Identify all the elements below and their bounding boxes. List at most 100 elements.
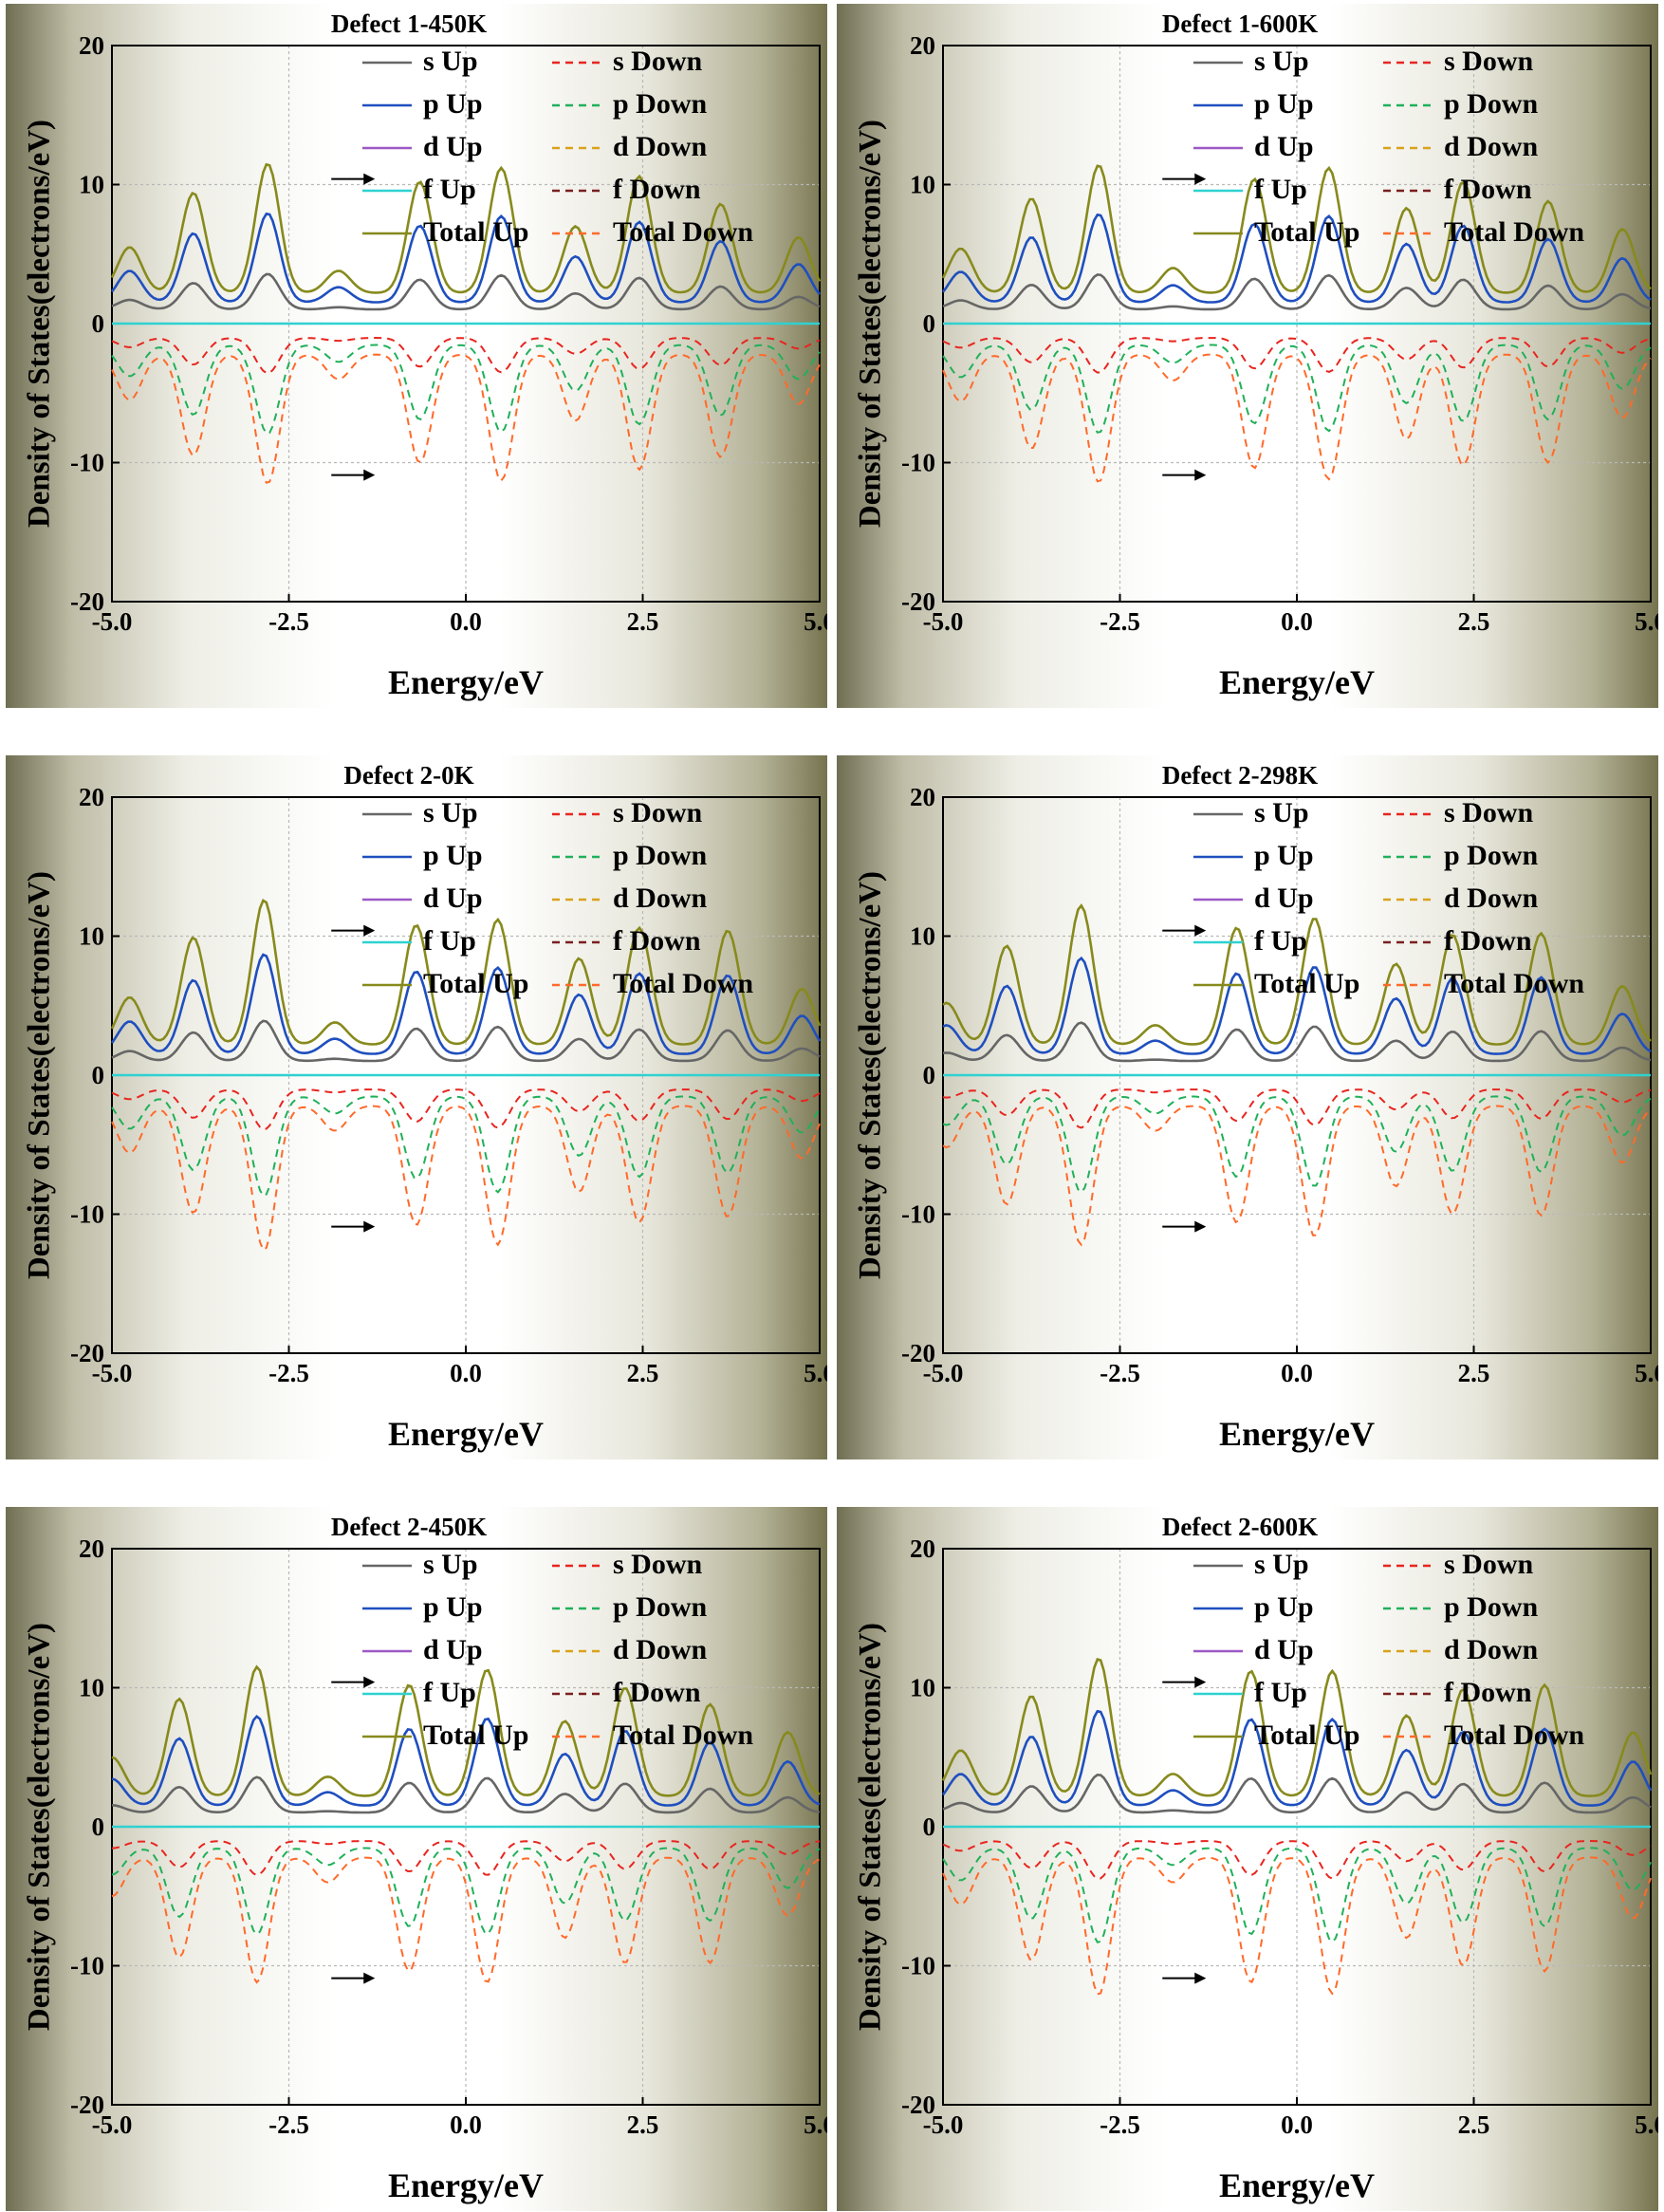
x-tick-label: 2.5	[627, 607, 659, 636]
dos-panel: -5.0 -2.5 0.0 2.5 5.0 20 10 0 -10 -20 s Up s Down p …	[837, 1507, 1658, 2211]
legend-label: f Down	[613, 174, 701, 205]
legend-label: d Up	[423, 1634, 483, 1665]
legend-entry: f Up	[362, 925, 476, 957]
y-tick-label: -10	[901, 1200, 935, 1229]
legend-label: d Down	[1444, 1634, 1539, 1665]
legend-label: Total Down	[1444, 216, 1584, 248]
legend-entry: s Up	[1193, 797, 1309, 828]
series-total-up	[110, 162, 822, 294]
series-p-down	[942, 1847, 1652, 1943]
x-tick-label: 0.0	[450, 1359, 482, 1387]
legend-label: p Up	[423, 1591, 483, 1623]
legend-entry: f Up	[362, 174, 476, 205]
panel-title: Defect 1-450K	[330, 9, 488, 38]
legend-label: p Up	[1254, 88, 1314, 120]
x-tick-label: 2.5	[1458, 607, 1490, 636]
panel-background	[837, 4, 1658, 708]
series-total-down	[942, 1856, 1652, 1996]
legend-entry: d Down	[1383, 131, 1539, 162]
y-tick-label: 0	[923, 1061, 936, 1089]
x-axis-label: Energy/eV	[388, 663, 544, 701]
legend-label: f Down	[1444, 174, 1532, 205]
legend-entry: Total Down	[1383, 1719, 1584, 1751]
series-p-up	[110, 212, 822, 304]
series-s-up	[111, 1019, 821, 1063]
series-s-down	[111, 1088, 821, 1131]
x-tick-label: 5.0	[804, 1359, 827, 1387]
dos-panel: -5.0 -2.5 0.0 2.5 5.0 20 10 0 -10 -20 s Up s Down p …	[837, 755, 1658, 1459]
legend-label: p Down	[1444, 840, 1539, 871]
legend-label: Total Up	[1254, 968, 1359, 999]
legend-label: p Up	[1254, 1591, 1314, 1623]
legend-label: Total Up	[423, 968, 528, 999]
legend-entry: f Up	[1193, 174, 1307, 205]
series-total-up	[942, 902, 1652, 1046]
legend-label: p Up	[423, 88, 483, 120]
legend-label: s Up	[1254, 1549, 1309, 1580]
legend-entry: f Down	[552, 925, 701, 957]
series-p-up	[111, 1715, 821, 1807]
dos-panel: -5.0 -2.5 0.0 2.5 5.0 20 10 0 -10 -20 s Up s Down p …	[837, 4, 1658, 708]
y-tick-label: -10	[70, 1200, 104, 1229]
series-s-down	[942, 1088, 1652, 1129]
legend-entry: f Down	[1383, 1677, 1532, 1708]
legend-label: s Down	[613, 46, 703, 77]
legend-entry: d Down	[552, 1634, 708, 1665]
x-tick-label: 0.0	[1281, 2110, 1313, 2139]
legend-entry: d Up	[362, 883, 483, 914]
x-tick-label: -5.0	[92, 607, 133, 636]
series-s-down	[111, 1840, 821, 1876]
dos-plot: -5.0 -2.5 0.0 2.5 5.0 20 10 0 -10 -20 s Up s Down p …	[70, 783, 827, 1387]
panel-title: Defect 2-298K	[1161, 761, 1319, 790]
legend-entry: d Down	[552, 883, 708, 914]
dos-plot: -5.0 -2.5 0.0 2.5 5.0 20 10 0 -10 -20 s Up s Down p …	[901, 31, 1658, 636]
legend-entry: s Down	[552, 1549, 703, 1580]
y-tick-label: -10	[901, 449, 935, 477]
y-tick-label: -20	[901, 1339, 935, 1367]
panel-title: Defect 2-0K	[343, 761, 474, 790]
dos-plot: -5.0 -2.5 0.0 2.5 5.0 20 10 0 -10 -20 s Up s Down p …	[70, 31, 827, 636]
y-axis-label: Density of States(electrons/eV)	[853, 870, 888, 1280]
legend-entry: f Down	[1383, 925, 1532, 957]
x-tick-label: 0.0	[1281, 607, 1313, 636]
panel-title: Defect 2-600K	[1161, 1513, 1319, 1541]
legend-entry: Total Up	[362, 216, 528, 248]
legend-entry: p Down	[552, 88, 708, 120]
y-tick-label: -20	[901, 587, 935, 616]
panel-background	[6, 4, 827, 708]
series-p-up	[941, 213, 1652, 304]
pointer-arrow	[331, 1220, 376, 1233]
series-total-down	[942, 1105, 1652, 1247]
legend-entry: p Down	[1383, 1591, 1539, 1623]
x-tick-label: 2.5	[1458, 2110, 1490, 2139]
pointer-arrow	[1162, 173, 1207, 185]
legend-entry: d Up	[1193, 1634, 1314, 1665]
series-total-up	[110, 898, 822, 1046]
legend-label: p Up	[1254, 840, 1314, 871]
pointer-arrow	[331, 1972, 376, 1984]
x-axis-label: Energy/eV	[1219, 663, 1375, 701]
y-tick-label: 0	[923, 1812, 936, 1841]
dos-panel: -5.0 -2.5 0.0 2.5 5.0 20 10 0 -10 -20 s Up s Down p …	[6, 4, 827, 708]
x-tick-label: 2.5	[627, 2110, 659, 2139]
x-tick-label: 5.0	[1635, 607, 1658, 636]
legend-label: f Down	[1444, 925, 1532, 957]
legend-entry: p Down	[552, 840, 708, 871]
legend-entry: s Up	[1193, 1549, 1309, 1580]
legend-entry: s Down	[552, 46, 703, 77]
y-tick-label: 10	[910, 1674, 935, 1702]
pointer-arrow	[331, 469, 376, 481]
series-s-up	[942, 1021, 1652, 1063]
legend-entry: Total Down	[552, 968, 753, 999]
legend-entry: s Down	[552, 797, 703, 828]
legend-entry: d Up	[362, 131, 483, 162]
series-s-up	[111, 272, 821, 311]
y-tick-label: -10	[70, 1952, 104, 1980]
legend-entry: Total Up	[362, 968, 528, 999]
legend-label: d Down	[613, 1634, 708, 1665]
legend-label: d Up	[423, 131, 483, 162]
legend-label: Total Down	[1444, 1719, 1584, 1751]
y-tick-label: 20	[910, 783, 935, 811]
legend-label: f Up	[423, 174, 476, 205]
